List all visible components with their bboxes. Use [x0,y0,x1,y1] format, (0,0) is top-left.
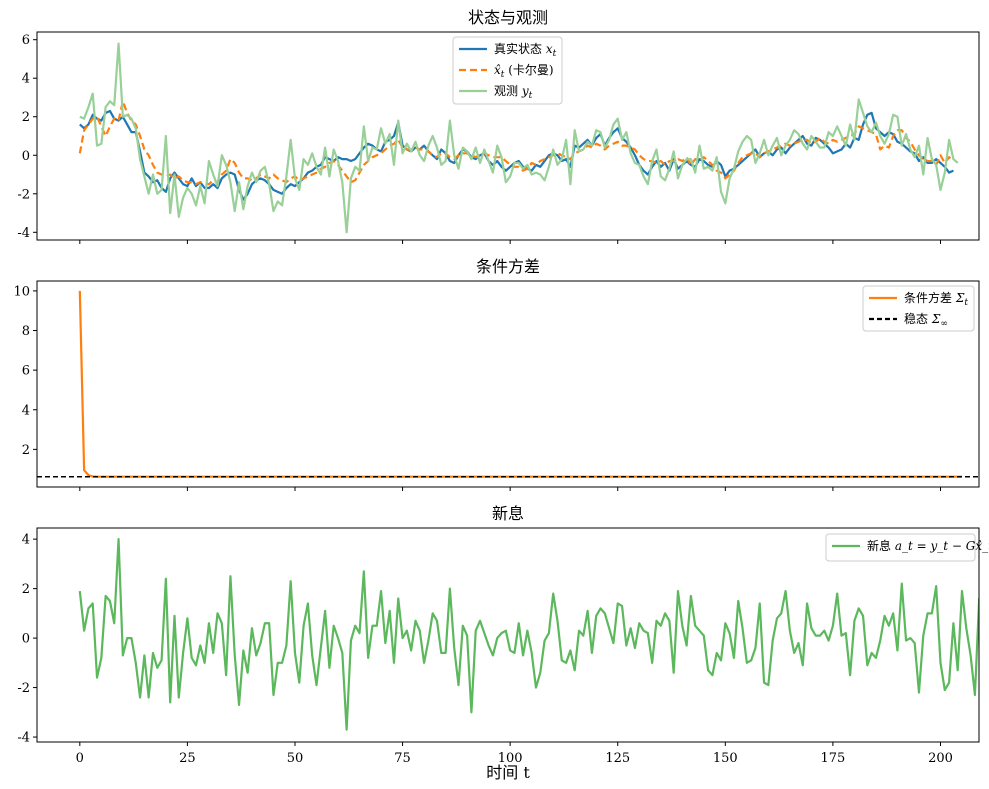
axes-frame [36,280,980,488]
x-tick-label: 125 [605,751,630,766]
series-1-line [78,290,962,478]
x-tick-label: 150 [713,751,738,766]
panel-title: 条件方差 [476,257,540,276]
x-tick-label: 175 [820,751,845,766]
legend-label: 条件方差 Σt [904,290,968,308]
y-tick-label: 4 [22,403,30,418]
legend-label: 真实状态 xt [494,41,557,59]
legend-sub: t [964,298,968,308]
legend-symbol: x [546,42,553,56]
legend-label: 稳态 Σ∞ [904,311,948,329]
y-tick-label: 8 [22,324,30,339]
legend-symbol: Σ [931,312,941,326]
panel-title: 新息 [492,504,524,523]
series-1-line [79,109,954,201]
y-tick-label: 4 [22,72,30,87]
y-tick-label: 2 [22,443,30,458]
y-tick-label: -4 [17,731,30,746]
x-tick-label: 50 [287,751,304,766]
legend-sub: t [553,49,557,59]
legend-text: 稳态 [904,311,932,326]
plot-area [78,42,959,234]
y-tick-label: -2 [17,187,30,202]
y-tick-label: 0 [22,632,30,647]
x-tick-label: 25 [179,751,196,766]
y-tick-label: 6 [22,364,30,379]
legend-symbol: y [521,84,529,98]
plot-area [78,538,979,731]
panel-title: 状态与观测 [468,8,548,27]
legend-sub: t [529,91,533,101]
legend-text: 观测 [494,84,522,98]
legend-box [452,36,563,105]
y-tick-label: -4 [17,226,30,241]
legend: 新息 a_t = y_t − Gx̂_t [825,533,989,562]
panel-3: 新息 -4 -2 0 2 4 0 25 50 75 100 125 150 175 200 新息 a_t = … [17,504,989,766]
x-tick-label: 100 [498,751,523,766]
y-tick-label: 2 [22,110,30,125]
x-tick-label: 200 [928,751,953,766]
legend-text: 条件方差 [904,290,956,305]
y-tick-label: 10 [13,284,30,299]
series-1-line [78,538,979,731]
legend-text: 新息 [867,538,895,553]
legend-label: 观测 yt [494,84,533,101]
y-tick-label: -2 [17,681,30,696]
y-tick-label: 2 [22,582,30,597]
legend-label: x̂t (卡尔曼) [494,62,554,80]
legend-box [825,533,976,562]
legend-symbol: x̂ [494,63,501,77]
series-3-line [79,42,959,234]
legend-text: (卡尔曼) [504,62,553,77]
y-tick-label: 6 [22,33,30,48]
legend-label: 新息 a_t = y_t − Gx̂_t [867,538,989,553]
legend-text: 真实状态 [494,41,546,56]
plot-area [37,290,979,478]
y-tick-label: 0 [22,149,30,164]
x-tick-label: 0 [76,751,84,766]
axes-frame [36,31,980,241]
series-2-line [78,100,955,186]
legend: 真实状态 xtx̂t (卡尔曼)观测 yt [452,36,563,105]
axes-frame [36,527,980,743]
y-tick-label: 4 [22,533,30,548]
x-axis-label: 时间 t [486,763,530,782]
legend-symbol: Σ [955,291,965,305]
legend-sub: ∞ [940,319,948,329]
legend-formula: a_t = y_t − Gx̂_t [895,539,989,553]
legend-sub: t [501,70,505,80]
x-tick-label: 75 [394,751,411,766]
